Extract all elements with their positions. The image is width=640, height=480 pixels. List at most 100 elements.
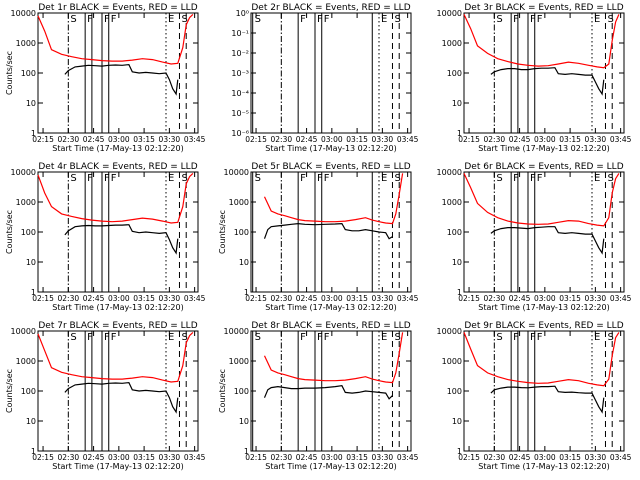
series-events-line xyxy=(263,385,393,400)
event-marker-label: E xyxy=(594,14,600,25)
y-tick-label: 10⁻⁵ xyxy=(231,109,249,118)
event-marker-label: F xyxy=(300,173,306,184)
event-marker-label: S xyxy=(255,173,261,184)
plot-frame xyxy=(463,12,625,134)
event-marker-label: F xyxy=(530,173,536,184)
x-tick-label: 03:45 xyxy=(184,453,206,462)
panel-title: Det 3r BLACK = Events, RED = LLD xyxy=(464,3,623,13)
event-marker-label: E xyxy=(381,173,387,184)
y-tick-label: 1000 xyxy=(442,357,462,366)
event-marker-label: F xyxy=(104,332,110,343)
series-lld-line xyxy=(463,173,620,227)
x-tick-label: 03:45 xyxy=(397,453,419,462)
x-tick-label: 02:15 xyxy=(458,135,480,144)
y-tick-label: 10 xyxy=(239,417,249,426)
event-marker-label: F xyxy=(530,14,536,25)
event-marker-label: E xyxy=(594,332,600,343)
x-axis-label: Start Time (17-May-13 02:12:20) xyxy=(478,144,609,153)
event-marker-label: S xyxy=(255,14,261,25)
event-marker-label: F xyxy=(530,332,536,343)
x-tick-label: 02:45 xyxy=(83,294,105,303)
panel-det-5: Det 5r BLACK = Events, RED = LLD 1 10 100 10… xyxy=(218,162,419,312)
x-tick-label: 03:15 xyxy=(559,135,581,144)
plot-frame xyxy=(37,330,199,452)
x-tick-label: 02:15 xyxy=(458,453,480,462)
y-tick-label: 10 xyxy=(452,99,462,108)
event-marker-label: E xyxy=(168,173,174,184)
x-tick-label: 03:15 xyxy=(133,294,155,303)
x-tick-label: 03:00 xyxy=(534,453,556,462)
event-marker-label: E xyxy=(381,332,387,343)
event-marker-label: E xyxy=(168,14,174,25)
event-marker-label: F xyxy=(537,332,543,343)
y-tick-label: 100 xyxy=(447,69,462,78)
panel-det-2: Det 2r BLACK = Events, RED = LLD 10⁻⁶ 10⁻⁵… xyxy=(231,3,418,153)
y-tick-label: 1 xyxy=(31,288,36,297)
series-events-line xyxy=(64,63,179,96)
x-tick-label: 03:00 xyxy=(108,294,130,303)
plot-frame xyxy=(463,171,625,293)
panel-title: Det 9r BLACK = Events, RED = LLD xyxy=(464,321,623,331)
x-tick-label: 03:45 xyxy=(184,294,206,303)
x-tick-label: 03:00 xyxy=(321,294,343,303)
x-tick-label: 03:15 xyxy=(346,453,368,462)
event-marker-label: S xyxy=(394,332,400,343)
panel-title: Det 7r BLACK = Events, RED = LLD xyxy=(38,321,197,331)
y-tick-label: 1 xyxy=(31,129,36,138)
event-marker-label: S xyxy=(394,14,400,25)
x-tick-label: 02:45 xyxy=(509,294,531,303)
series-lld-line xyxy=(37,13,194,65)
series-events-line xyxy=(490,385,605,414)
event-marker-label: S xyxy=(181,332,187,343)
x-tick-label: 02:30 xyxy=(271,135,293,144)
x-tick-label: 03:15 xyxy=(559,453,581,462)
plot-frame xyxy=(463,330,625,452)
x-tick-label: 02:15 xyxy=(245,453,267,462)
plot-frame xyxy=(37,171,199,293)
panel-title: Det 2r BLACK = Events, RED = LLD xyxy=(251,3,410,13)
y-tick-label: 10⁻³ xyxy=(231,69,249,78)
x-tick-label: 03:15 xyxy=(133,135,155,144)
y-axis-label: Counts/sec xyxy=(5,210,14,254)
x-tick-label: 03:15 xyxy=(346,294,368,303)
y-tick-label: 10000 xyxy=(437,327,462,336)
event-marker-label: S xyxy=(394,173,400,184)
x-tick-label: 03:00 xyxy=(534,135,556,144)
event-marker-label: F xyxy=(324,332,330,343)
event-marker-label: S xyxy=(181,14,187,25)
y-tick-label: 100 xyxy=(447,387,462,396)
series-events-line xyxy=(64,381,179,414)
y-tick-label: 100 xyxy=(234,228,249,237)
event-marker-label: F xyxy=(104,14,110,25)
panel-title: Det 4r BLACK = Events, RED = LLD xyxy=(38,162,197,172)
x-tick-label: 02:15 xyxy=(32,294,54,303)
x-tick-label: 02:45 xyxy=(83,135,105,144)
event-marker-label: S xyxy=(607,14,613,25)
y-tick-label: 10⁻⁴ xyxy=(231,89,249,98)
panel-det-1: Det 1r BLACK = Events, RED = LLD 1 10 100 10… xyxy=(5,3,206,153)
series-events-line xyxy=(263,222,393,240)
x-tick-label: 02:30 xyxy=(58,294,80,303)
x-tick-label: 03:00 xyxy=(108,453,130,462)
y-tick-label: 1 xyxy=(457,447,462,456)
event-marker-label: F xyxy=(324,173,330,184)
event-marker-label: F xyxy=(87,14,93,25)
event-marker-label: F xyxy=(537,173,543,184)
x-tick-label: 02:15 xyxy=(245,135,267,144)
y-tick-label: 1 xyxy=(244,288,249,297)
series-lld-line xyxy=(463,332,620,387)
y-tick-label: 100 xyxy=(234,387,249,396)
x-axis-label: Start Time (17-May-13 02:12:20) xyxy=(52,462,183,471)
y-tick-label: 1 xyxy=(457,129,462,138)
event-marker-label: S xyxy=(607,173,613,184)
y-tick-label: 1 xyxy=(31,447,36,456)
event-marker-label: F xyxy=(317,14,323,25)
y-tick-label: 1000 xyxy=(229,357,249,366)
x-tick-label: 03:30 xyxy=(159,135,181,144)
x-axis-label: Start Time (17-May-13 02:12:20) xyxy=(265,144,396,153)
x-axis-label: Start Time (17-May-13 02:12:20) xyxy=(478,462,609,471)
event-marker-label: F xyxy=(300,332,306,343)
x-tick-label: 03:45 xyxy=(610,453,632,462)
x-tick-label: 03:30 xyxy=(159,453,181,462)
series-events-line xyxy=(490,226,605,255)
